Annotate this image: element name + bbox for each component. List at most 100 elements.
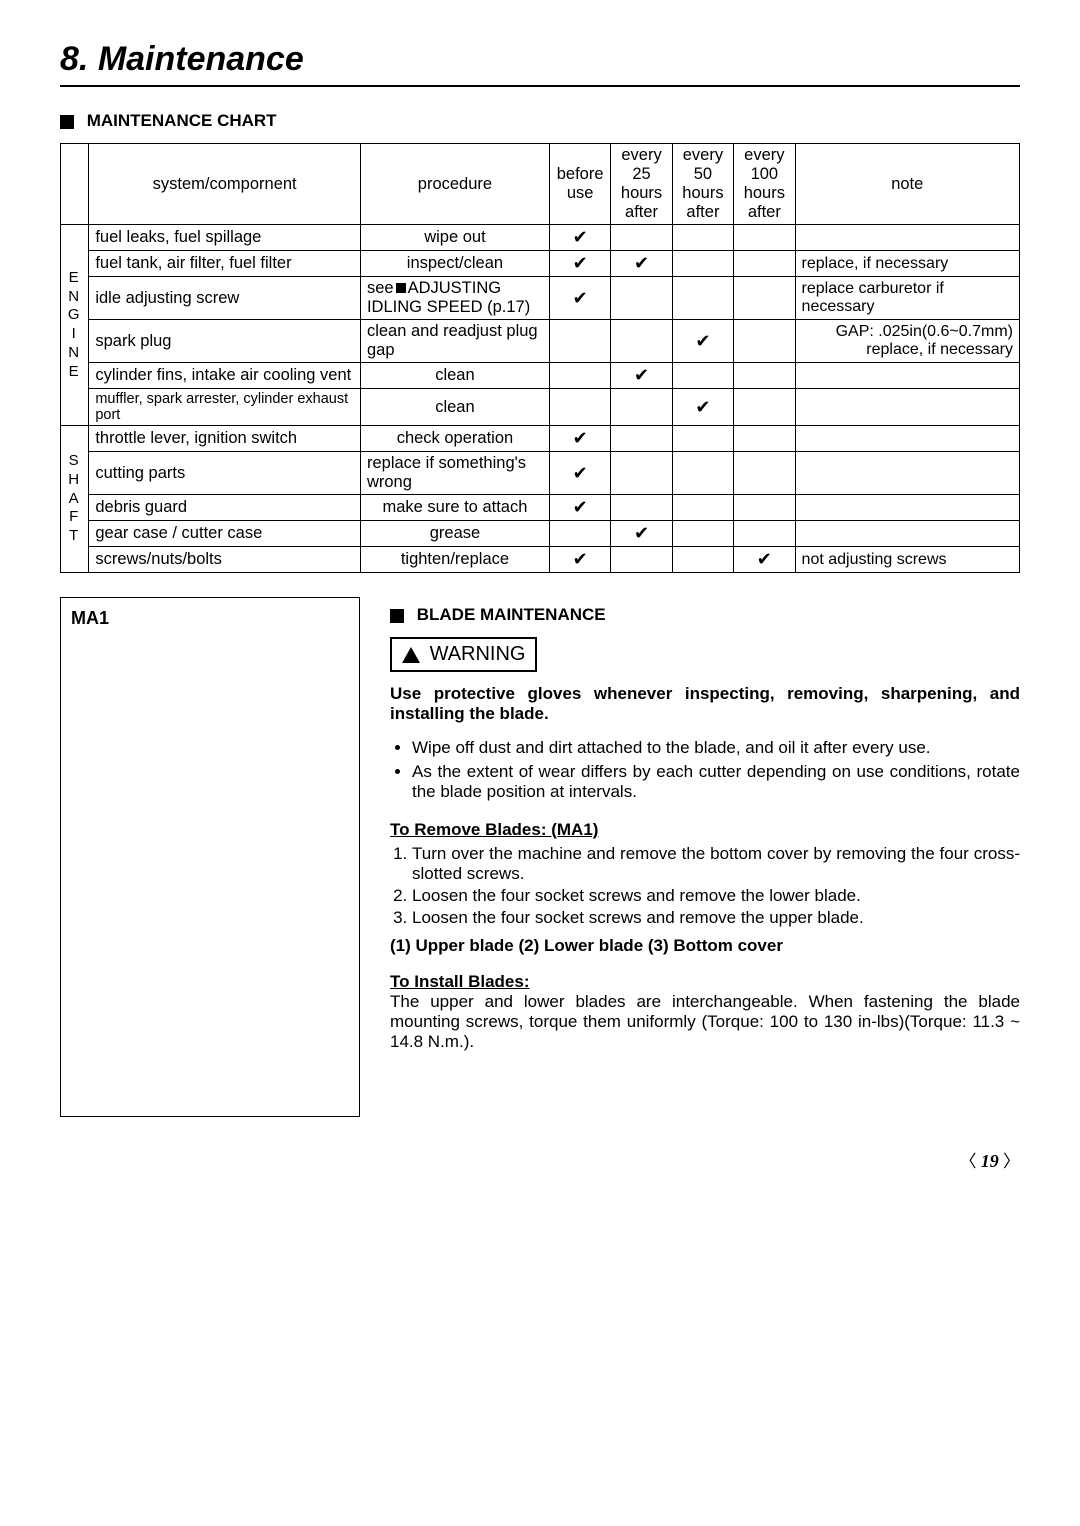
- blade-maintenance-section: BLADE MAINTENANCE WARNING Use protective…: [390, 597, 1020, 1117]
- page-number: 〈 19 〉: [60, 1147, 1020, 1172]
- cell-check: [672, 363, 733, 389]
- table-row: ENGINE fuel leaks, fuel spillage wipe ou…: [61, 225, 1020, 251]
- table-row: debris guard make sure to attach ✔: [61, 495, 1020, 521]
- cell-check: [611, 320, 672, 363]
- table-corner: [61, 144, 89, 225]
- cell-check: [672, 277, 733, 320]
- cell-sys: fuel leaks, fuel spillage: [89, 225, 361, 251]
- table-row: SHAFT throttle lever, ignition switch ch…: [61, 426, 1020, 452]
- table-row: idle adjusting screw seeADJUSTING IDLING…: [61, 277, 1020, 320]
- cell-sys: spark plug: [89, 320, 361, 363]
- th-note: note: [795, 144, 1019, 225]
- table-row: muffler, spark arrester, cylinder exhaus…: [61, 389, 1020, 426]
- cell-check: ✔: [549, 495, 610, 521]
- warning-text: Use protective gloves whenever inspectin…: [390, 684, 1020, 724]
- cell-check: ✔: [611, 251, 672, 277]
- cell-proc: clean: [360, 389, 549, 426]
- figure-box: MA1: [60, 597, 360, 1117]
- square-bullet-icon: [396, 283, 406, 293]
- cell-proc: clean: [360, 363, 549, 389]
- th-100h: every 100 hours after: [734, 144, 795, 225]
- cell-note: replace, if necessary: [795, 251, 1019, 277]
- cell-check: [611, 495, 672, 521]
- list-item: Wipe off dust and dirt attached to the b…: [412, 738, 1020, 758]
- cell-check: [672, 251, 733, 277]
- cell-proc: wipe out: [360, 225, 549, 251]
- cell-check: [672, 521, 733, 547]
- cell-check: ✔: [549, 426, 610, 452]
- table-row: spark plug clean and readjust plug gap ✔…: [61, 320, 1020, 363]
- table-row: cylinder fins, intake air cooling vent c…: [61, 363, 1020, 389]
- cell-check: ✔: [734, 547, 795, 573]
- table-row: fuel tank, air filter, fuel filter inspe…: [61, 251, 1020, 277]
- list-item: As the extent of wear differs by each cu…: [412, 762, 1020, 802]
- cell-proc: inspect/clean: [360, 251, 549, 277]
- install-blades-heading: To Install Blades:: [390, 972, 1020, 992]
- cell-note: [795, 452, 1019, 495]
- blade-heading-text: BLADE MAINTENANCE: [417, 605, 606, 624]
- cell-note: GAP: .025in(0.6~0.7mm) replace, if neces…: [795, 320, 1019, 363]
- list-item: Turn over the machine and remove the bot…: [412, 844, 1020, 884]
- maint-chart-heading-text: MAINTENANCE CHART: [87, 111, 277, 130]
- bullet-list: Wipe off dust and dirt attached to the b…: [390, 738, 1020, 802]
- cell-check: [672, 452, 733, 495]
- cell-check: [672, 426, 733, 452]
- cell-check: [734, 495, 795, 521]
- section-title: 8. Maintenance: [60, 40, 1020, 87]
- list-item: Loosen the four socket screws and remove…: [412, 908, 1020, 928]
- cell-check: ✔: [611, 521, 672, 547]
- cell-note: [795, 426, 1019, 452]
- cell-check: ✔: [549, 277, 610, 320]
- cell-note: [795, 225, 1019, 251]
- table-row: cutting parts replace if something's wro…: [61, 452, 1020, 495]
- cell-check: ✔: [549, 452, 610, 495]
- th-procedure: procedure: [360, 144, 549, 225]
- parts-legend: (1) Upper blade (2) Lower blade (3) Bott…: [390, 936, 1020, 956]
- cell-check: [549, 320, 610, 363]
- cell-check: [734, 389, 795, 426]
- cell-sys: debris guard: [89, 495, 361, 521]
- section-number: 8.: [60, 40, 88, 78]
- th-system: system/compornent: [89, 144, 361, 225]
- maint-chart-heading: MAINTENANCE CHART: [60, 111, 1020, 131]
- cell-sys: idle adjusting screw: [89, 277, 361, 320]
- cell-check: ✔: [549, 225, 610, 251]
- list-item: Loosen the four socket screws and remove…: [412, 886, 1020, 906]
- cell-proc: make sure to attach: [360, 495, 549, 521]
- cell-note: [795, 363, 1019, 389]
- cell-check: [734, 251, 795, 277]
- cell-check: [549, 389, 610, 426]
- cell-proc: replace if something's wrong: [360, 452, 549, 495]
- remove-steps: Turn over the machine and remove the bot…: [390, 844, 1020, 928]
- table-row: screws/nuts/bolts tighten/replace ✔ ✔ no…: [61, 547, 1020, 573]
- cell-check: [734, 426, 795, 452]
- cell-sys: fuel tank, air filter, fuel filter: [89, 251, 361, 277]
- cell-check: [734, 521, 795, 547]
- proc-text-a: see: [367, 279, 394, 297]
- cell-check: [611, 452, 672, 495]
- cell-proc: clean and readjust plug gap: [360, 320, 549, 363]
- cell-check: [672, 495, 733, 521]
- cell-check: ✔: [549, 547, 610, 573]
- warning-box: WARNING: [390, 637, 537, 672]
- th-before: before use: [549, 144, 610, 225]
- cell-check: [611, 426, 672, 452]
- cell-check: [611, 225, 672, 251]
- warning-triangle-icon: [402, 647, 420, 663]
- cell-check: [672, 547, 733, 573]
- square-bullet-icon: [60, 115, 74, 129]
- cell-check: [734, 452, 795, 495]
- cell-proc: check operation: [360, 426, 549, 452]
- cell-check: ✔: [672, 389, 733, 426]
- th-50h: every 50 hours after: [672, 144, 733, 225]
- cell-proc: tighten/replace: [360, 547, 549, 573]
- square-bullet-icon: [390, 609, 404, 623]
- cell-sys: gear case / cutter case: [89, 521, 361, 547]
- cell-check: [611, 277, 672, 320]
- table-row: gear case / cutter case grease ✔: [61, 521, 1020, 547]
- blade-heading: BLADE MAINTENANCE: [390, 605, 1020, 625]
- cell-note: [795, 521, 1019, 547]
- cell-sys: cutting parts: [89, 452, 361, 495]
- engine-label: ENGINE: [61, 225, 89, 426]
- cell-note: [795, 389, 1019, 426]
